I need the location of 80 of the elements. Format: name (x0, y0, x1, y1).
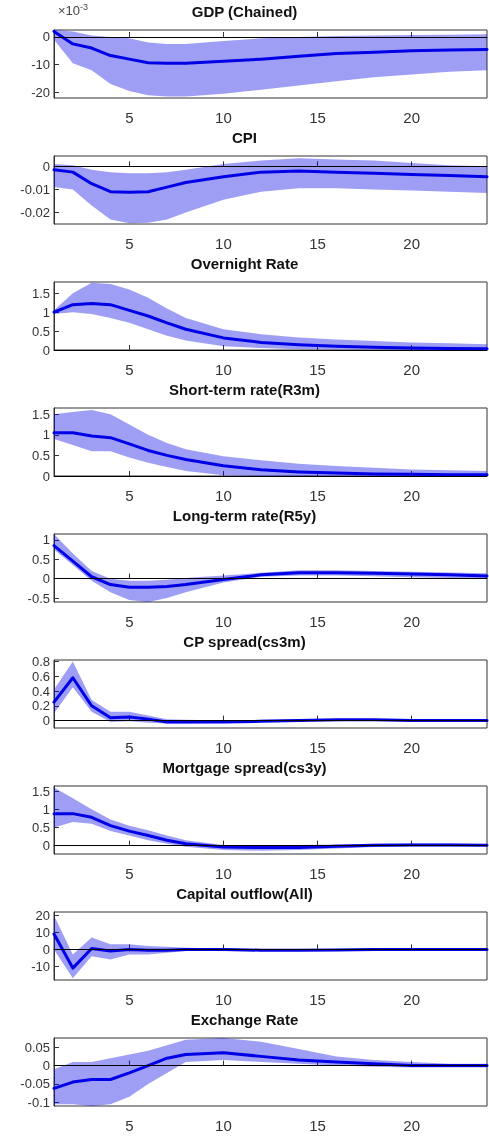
x-tick-label: 15 (309, 991, 326, 1008)
x-tick-label: 15 (309, 235, 326, 252)
y-tick-label: 1 (42, 532, 50, 548)
y-tick-label: 0 (42, 158, 50, 174)
chart-title: Overnight Rate (190, 255, 299, 272)
x-tick-label: 5 (125, 487, 134, 504)
x-tick-label: 5 (125, 739, 134, 756)
x-tick-label: 20 (403, 739, 421, 756)
y-tick-label: 20 (35, 907, 50, 923)
x-tick-label: 15 (309, 1117, 326, 1134)
x-tick-label: 20 (403, 109, 421, 126)
y-tick-label: -0.5 (27, 590, 50, 606)
x-tick-label: 10 (215, 991, 232, 1008)
y-tick-label: 0 (42, 941, 50, 957)
x-tick-label: 20 (403, 487, 421, 504)
chart-title: CPI (231, 129, 258, 146)
y-tick-label: 1.5 (31, 406, 50, 422)
y-tick-label: 1 (42, 801, 50, 817)
x-tick-label: 15 (309, 739, 326, 756)
x-tick-label: 20 (403, 361, 421, 378)
y-tick-label: -10 (31, 958, 50, 974)
y-tick-label: 0.4 (31, 683, 50, 699)
y-tick-label: 0.5 (31, 323, 50, 339)
x-tick-label: 5 (125, 991, 134, 1008)
chart-title: Exchange Rate (190, 1011, 299, 1028)
y-tick-label: -0.1 (27, 1094, 50, 1110)
x-tick-label: 10 (215, 865, 232, 882)
x-tick-label: 10 (215, 739, 232, 756)
y-tick-label: -0.02 (20, 204, 50, 220)
y-tick-label: 0.5 (31, 819, 50, 835)
x-tick-label: 10 (215, 361, 232, 378)
y-tick-label: -0.05 (20, 1076, 50, 1092)
y-tick-label: 1.5 (31, 783, 50, 799)
chart-title: Capital outflow(All) (176, 885, 313, 902)
y-tick-label: 0 (42, 342, 50, 358)
y-tick-label: 0.5 (31, 447, 50, 463)
x-tick-label: 5 (125, 361, 134, 378)
y-tick-label: 0 (42, 713, 50, 729)
x-tick-label: 20 (403, 613, 421, 630)
x-tick-label: 15 (309, 613, 326, 630)
x-tick-label: 5 (125, 109, 134, 126)
x-tick-label: 5 (125, 1117, 134, 1134)
y-tick-label: -10 (31, 57, 50, 73)
x-tick-label: 10 (215, 613, 232, 630)
y-tick-label: 0 (42, 1058, 50, 1074)
x-tick-label: 10 (215, 487, 232, 504)
y-tick-label: 0 (42, 29, 50, 45)
y-tick-label: 0.6 (31, 668, 50, 684)
y-tick-label: 0.8 (31, 653, 50, 669)
chart-title: GDP (Chained) (191, 3, 298, 20)
x-tick-label: 15 (309, 361, 326, 378)
y-tick-label: 0 (42, 468, 50, 484)
x-tick-label: 15 (309, 865, 326, 882)
x-tick-label: 20 (403, 991, 421, 1008)
chart-title: Long-term rate(R5y) (172, 507, 317, 524)
y-tick-label: -20 (31, 84, 50, 100)
x-tick-label: 5 (125, 613, 134, 630)
y-tick-label: 0.5 (31, 551, 50, 567)
x-tick-label: 15 (309, 487, 326, 504)
y-tick-label: 0.05 (24, 1039, 50, 1055)
y-tick-label: 1 (42, 304, 50, 320)
chart-title: CP spread(cs3m) (183, 633, 306, 650)
x-tick-label: 20 (403, 235, 421, 252)
x-tick-label: 10 (215, 109, 232, 126)
x-tick-label: 20 (403, 865, 421, 882)
y-tick-label: 0 (42, 838, 50, 854)
x-tick-label: 20 (403, 1117, 421, 1134)
y-tick-label: 0.2 (31, 698, 50, 714)
y-tick-label: 0 (42, 571, 50, 587)
x-tick-label: 5 (125, 865, 134, 882)
chart-title: Mortgage spread(cs3y) (162, 759, 327, 776)
x-tick-label: 10 (215, 1117, 232, 1134)
chart-title: Short-term rate(R3m) (169, 381, 320, 398)
x-tick-label: 5 (125, 235, 134, 252)
y-tick-label: 10 (35, 924, 50, 940)
y-tick-label: 1 (42, 427, 50, 443)
y-tick-label: 1.5 (31, 285, 50, 301)
x-tick-label: 15 (309, 109, 326, 126)
y-tick-label: -0.01 (20, 181, 50, 197)
x-tick-label: 10 (215, 235, 232, 252)
